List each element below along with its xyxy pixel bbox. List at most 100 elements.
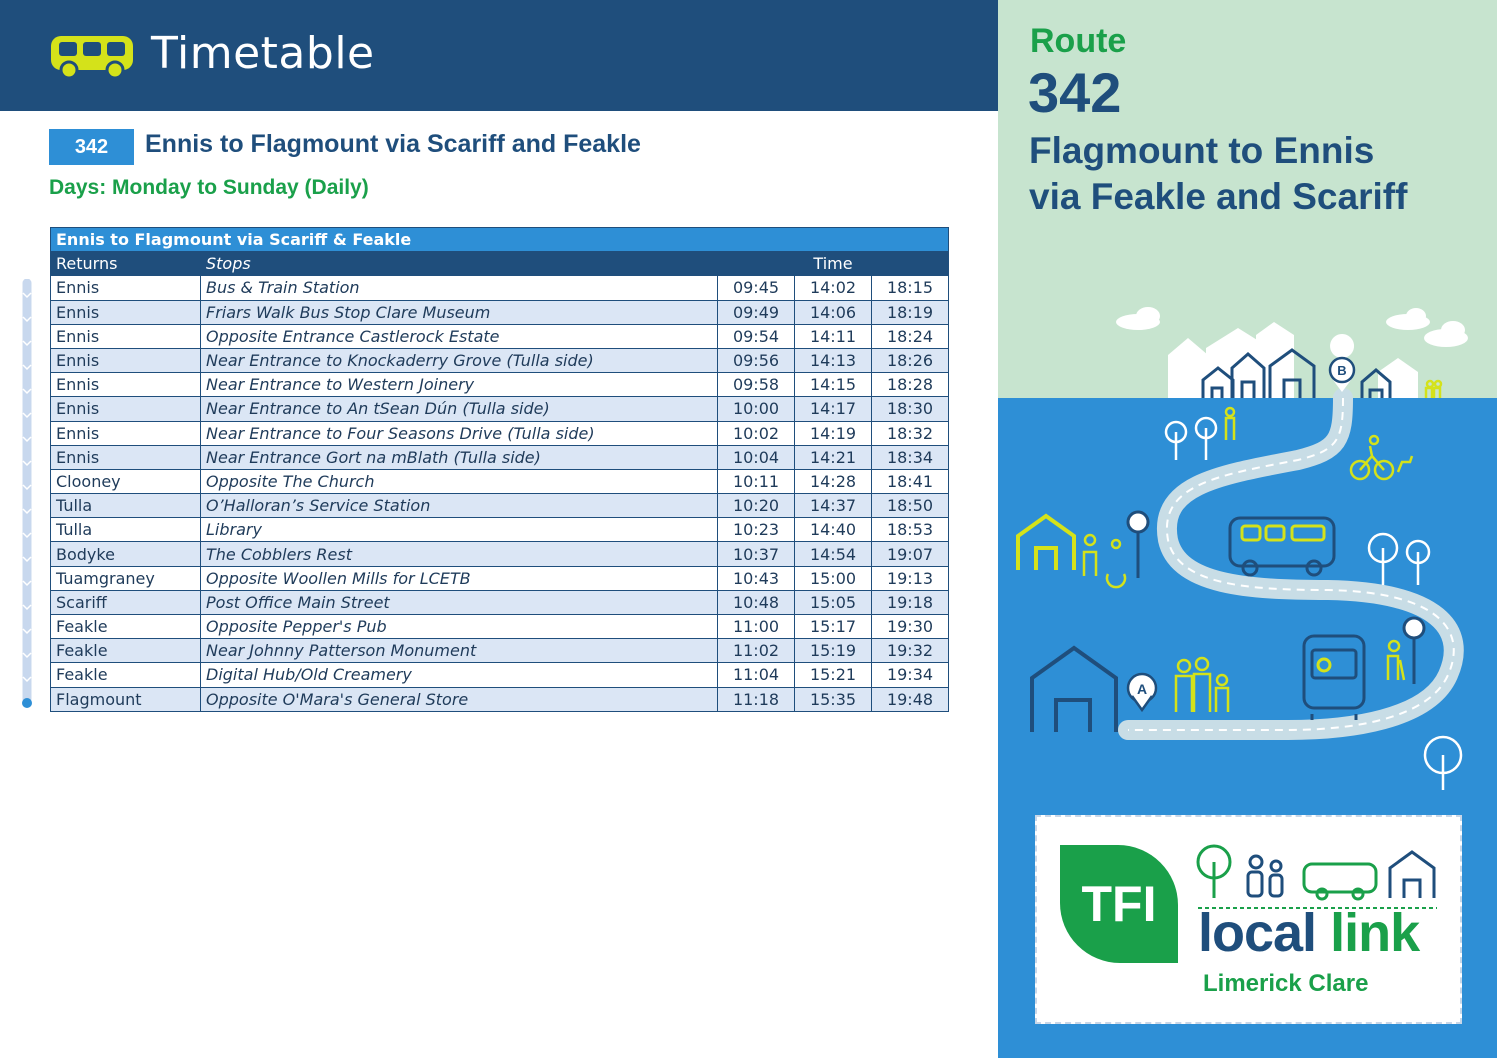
route-number-large: 342 [1028,61,1122,124]
town-cell: Tuamgraney [50,565,201,591]
town-cell: Ennis [50,420,201,446]
time-cell: 14:15 [794,372,872,398]
time-cell: 18:50 [871,493,949,519]
time-cell: 18:53 [871,517,949,543]
stop-cell: Opposite Woollen Mills for LCETB [200,565,718,591]
route-direction-line-1: Flagmount to Ennis [1029,130,1375,171]
time-cell: 14:06 [794,299,872,325]
table-row: Feakle Digital Hub/Old Creamery 11:04 15:21… [50,662,949,688]
stop-cell: Bus & Train Station [200,275,718,301]
time-cell: 10:02 [717,420,795,446]
time-cell: 11:02 [717,638,795,664]
marker-b-label: B [1337,363,1346,378]
time-cell: 11:04 [717,662,795,688]
table-row: Bodyke The Cobblers Rest 10:37 14:54 19:07 [50,541,949,567]
time-cell: 15:35 [794,686,872,712]
time-cell: 15:19 [794,638,872,664]
table-row: Ennis Near Entrance Gort na mBlath (Tulla… [50,444,949,470]
time-cell: 10:11 [717,468,795,495]
tree-icon [1164,416,1463,790]
tfi-logo: TFI [1060,845,1178,963]
stop-cell: Near Entrance to An tSean Dún (Tulla sid… [200,396,718,422]
table-row: Ennis Near Entrance to Knockaderry Grove … [50,347,949,374]
time-cell: 18:34 [871,444,949,470]
bus-stop-icon [1126,510,1426,684]
time-cell: 14:54 [794,541,872,567]
stop-cell: Post Office Main Street [200,589,718,616]
chevron-down-icon [22,460,32,467]
town-cell: Clooney [50,468,201,495]
stop-cell: O’Halloran’s Service Station [200,493,718,519]
time-cell: 15:05 [794,589,872,616]
house-icon [1016,513,1118,732]
time-cell: 18:24 [871,323,949,349]
town-cell: Ennis [50,444,201,470]
town-cell: Feakle [50,638,201,664]
stop-cell: The Cobblers Rest [200,541,718,567]
bus-icon [1302,862,1378,901]
local-link-wordmark: local link [1198,903,1420,963]
stop-cell: Opposite The Church [200,468,718,495]
cyclist-icon [1349,434,1414,481]
chevron-down-icon [22,316,32,323]
stop-cell: Library [200,517,718,543]
cloud-icon [1116,307,1468,347]
time-cell: 11:00 [717,613,795,640]
stop-cell: Near Entrance to Knockaderry Grove (Tull… [200,347,718,374]
route-heading: Ennis to Flagmount via Scariff and Feakl… [145,130,641,158]
table-row: Feakle Opposite Pepper's Pub 11:00 15:17 19:… [50,613,949,640]
stop-cell: Opposite Pepper's Pub [200,613,718,640]
page-title: Timetable [151,28,375,79]
house-icon [1201,348,1392,398]
bus-icon [1228,516,1336,577]
table-row: Feakle Near Johnny Patterson Monument 11:0… [50,638,949,664]
stop-timeline [22,279,32,708]
time-cell: 14:21 [794,444,872,470]
route-label: Route [1030,22,1127,60]
chevron-down-icon [22,604,32,611]
column-header-stops: Stops [200,251,718,277]
table-row: Ennis Opposite Entrance Castlerock Estate… [50,323,949,349]
time-cell: 18:30 [871,396,949,422]
chevron-down-icon [22,388,32,395]
table-header-row: Returns Stops Time [50,251,949,277]
chevron-down-icon [22,676,32,683]
chevron-down-icon [22,340,32,347]
chevron-down-icon [22,484,32,491]
column-header-time: Time [717,251,949,277]
table-row: Ennis Near Entrance to An tSean Dún (Tull… [50,396,949,422]
time-cell: 18:19 [871,299,949,325]
time-cell: 19:48 [871,686,949,712]
time-cell: 10:23 [717,517,795,543]
link-text: link [1330,903,1420,963]
bus-icon [51,36,133,80]
town-cell: Ennis [50,347,201,374]
town-cell: Bodyke [50,541,201,567]
time-cell: 09:54 [717,323,795,349]
local-text: local [1198,903,1317,963]
chevron-down-icon [22,532,32,539]
time-cell: 14:02 [794,275,872,301]
time-cell: 10:00 [717,396,795,422]
stop-cell: Opposite Entrance Castlerock Estate [200,323,718,349]
time-cell: 19:18 [871,589,949,616]
table-row: Scariff Post Office Main Street 10:48 15:05… [50,589,949,616]
time-cell: 18:28 [871,372,949,398]
stop-cell: Opposite O'Mara's General Store [200,686,718,712]
route-number-badge: 342 [49,129,134,165]
table-row: Clooney Opposite The Church 10:11 14:28 18:4… [50,468,949,495]
time-cell: 11:18 [717,686,795,712]
town-cell: Ennis [50,275,201,301]
service-days: Days: Monday to Sunday (Daily) [49,176,369,199]
table-row: Tulla O’Halloran’s Service Station 10:20 14… [50,493,949,519]
route-illustration: B A [1016,307,1468,790]
timetable-table: Ennis to Flagmount via Scariff & Feakle … [50,226,949,712]
time-cell: 14:28 [794,468,872,495]
chevron-down-icon [22,364,32,371]
town-cell: Tulla [50,517,201,543]
time-cell: 14:37 [794,493,872,519]
time-cell: 10:48 [717,589,795,616]
people-icon [1082,379,1443,712]
chevron-down-icon [22,556,32,563]
tree-icon [1196,844,1232,898]
